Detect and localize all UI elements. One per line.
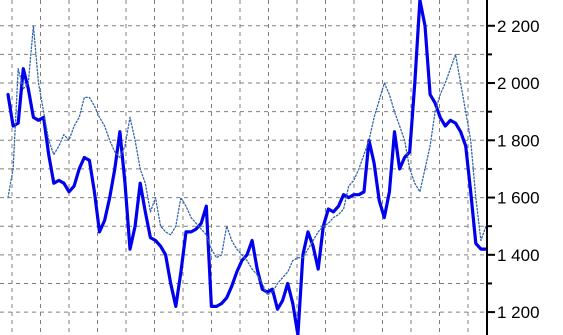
grid	[0, 0, 486, 335]
y-tick-label: 1 600	[497, 189, 540, 208]
series-line-2	[7, 25, 487, 296]
y-tick-label: 1 800	[497, 131, 540, 150]
y-axis-ticks: 1 200 1 400 1 600 1 800 2 000 2 200	[487, 17, 540, 322]
y-tick-label: 2 000	[497, 74, 540, 93]
y-tick-label: 1 200	[497, 303, 540, 322]
y-tick-label: 2 200	[497, 17, 540, 36]
series-group	[6, 0, 488, 335]
series-line-1	[6, 0, 488, 335]
y-tick-label: 1 400	[497, 246, 540, 265]
